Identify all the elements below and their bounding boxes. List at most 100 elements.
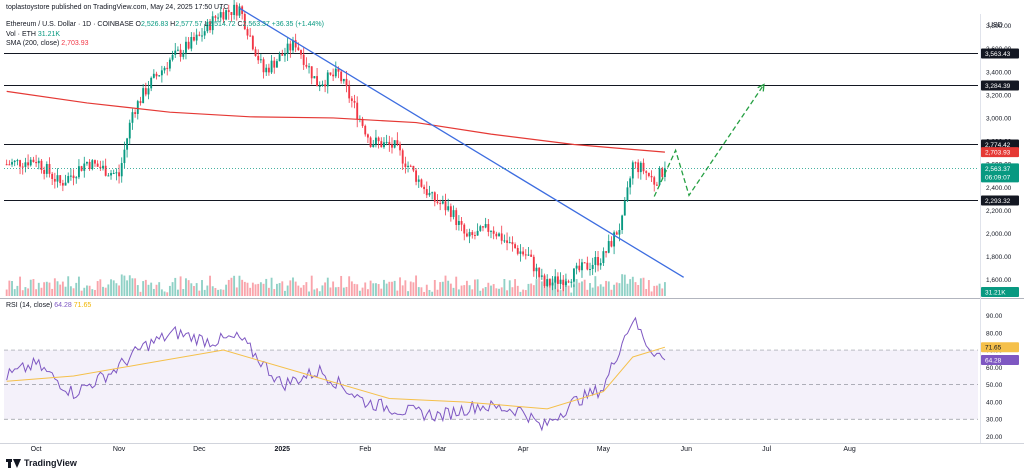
volume-bar (233, 275, 236, 296)
candle-body (195, 34, 198, 41)
candle-body (243, 13, 246, 30)
candle-body (225, 10, 228, 20)
candle-body (383, 142, 385, 148)
candle-body (594, 257, 597, 265)
volume-bar (332, 281, 335, 296)
volume-bar (56, 281, 59, 296)
candle-body (522, 251, 525, 255)
candle-body (615, 232, 618, 235)
level-price-tag (981, 195, 1019, 206)
volume-bar (201, 280, 203, 296)
volume-bar (602, 286, 605, 296)
rsi-legend[interactable]: RSI (14, close) 64.28 71.65 (6, 302, 91, 309)
volume-bar (463, 285, 466, 296)
rsi-tag (981, 354, 1019, 365)
candle-body (647, 172, 650, 176)
candle-body (420, 179, 423, 187)
symbol-ohlc-line: Ethereum / U.S. Dollar · 1D · COINBASE O… (6, 20, 324, 29)
candle-body (48, 164, 51, 174)
candle-body (102, 165, 104, 169)
volume-bar (388, 281, 391, 296)
candle-body (556, 276, 559, 284)
volume-line[interactable]: Vol · ETH 31.21K (6, 30, 60, 39)
volume-bar (61, 281, 64, 296)
volume-bar (136, 285, 139, 296)
volume-bar (404, 280, 407, 296)
sma-line[interactable]: SMA (200, close) 2,703.93 (6, 39, 89, 48)
candle-body (158, 75, 161, 77)
candle-body (96, 163, 99, 167)
volume-bar (115, 283, 118, 296)
rsi-line (6, 316, 666, 432)
symbol-label[interactable]: Ethereum / U.S. Dollar · 1D · COINBASE O (6, 21, 141, 28)
price-tick-label: 1,600.00 (986, 277, 1012, 284)
volume-bar (415, 275, 418, 296)
volume-bar (8, 280, 11, 296)
candle-body (94, 160, 96, 164)
volume-bar (13, 289, 16, 296)
candle-body (391, 144, 393, 148)
volume-bar (40, 287, 43, 296)
candle-body (326, 72, 329, 87)
candle-body (51, 173, 54, 179)
candle-body (99, 166, 102, 169)
candle-body (219, 12, 222, 18)
volume-bar (559, 290, 562, 296)
candle-body (516, 248, 519, 254)
volume-bar (412, 282, 415, 296)
candle-body (209, 21, 211, 31)
tradingview-footer[interactable]: TradingView (6, 458, 77, 468)
candle-body (56, 175, 59, 182)
footer-brand: TradingView (24, 458, 77, 468)
close-value: 2,563.37 (242, 21, 270, 28)
volume-bar (444, 275, 447, 296)
candle-body (342, 78, 345, 82)
candle-body (206, 21, 209, 32)
volume-bar (345, 286, 348, 296)
volume-bar (532, 285, 535, 296)
volume-bar (375, 283, 377, 296)
candle-body (203, 31, 206, 36)
low-value: 2,514.72 (208, 21, 236, 28)
candle-body (514, 244, 517, 249)
candle-body (150, 77, 153, 89)
volume-bar (476, 279, 479, 296)
level-price-tag (981, 48, 1019, 59)
close-label: C (235, 21, 243, 28)
candle-body (484, 224, 487, 228)
volume-bar (83, 287, 86, 296)
volume-bar (142, 281, 145, 296)
volume-bar (144, 279, 147, 296)
volume-bar (380, 288, 383, 296)
candle-body (471, 232, 474, 235)
rsi-tick-label: 20.00 (986, 434, 1003, 441)
volume-bar (35, 289, 38, 296)
volume-bar (324, 282, 327, 296)
volume-bar (29, 279, 32, 296)
volume-bar (409, 281, 412, 296)
volume-bar (112, 280, 115, 296)
candle-body (455, 210, 458, 225)
candle-body (380, 141, 383, 148)
volume-bar (134, 278, 137, 296)
candle-body (318, 85, 321, 87)
candle-body (602, 251, 605, 264)
level-price-tag-label: 3,284.39 (985, 83, 1011, 90)
projection-arrowhead (757, 83, 765, 92)
candle-body (506, 240, 508, 243)
volume-bar (316, 288, 319, 296)
candle-body (353, 100, 356, 103)
volume-bar (364, 282, 367, 296)
volume-bar (43, 282, 46, 296)
rsi-tick-label: 30.00 (986, 417, 1003, 424)
volume-bar (310, 275, 313, 296)
candle-body (144, 88, 147, 95)
candle-body (217, 17, 220, 19)
volume-bar (329, 287, 332, 296)
volume-bar (433, 279, 436, 296)
candle-body (107, 175, 110, 177)
volume-bar (615, 282, 618, 296)
volume-bar (308, 291, 310, 296)
candle-body (457, 221, 460, 225)
